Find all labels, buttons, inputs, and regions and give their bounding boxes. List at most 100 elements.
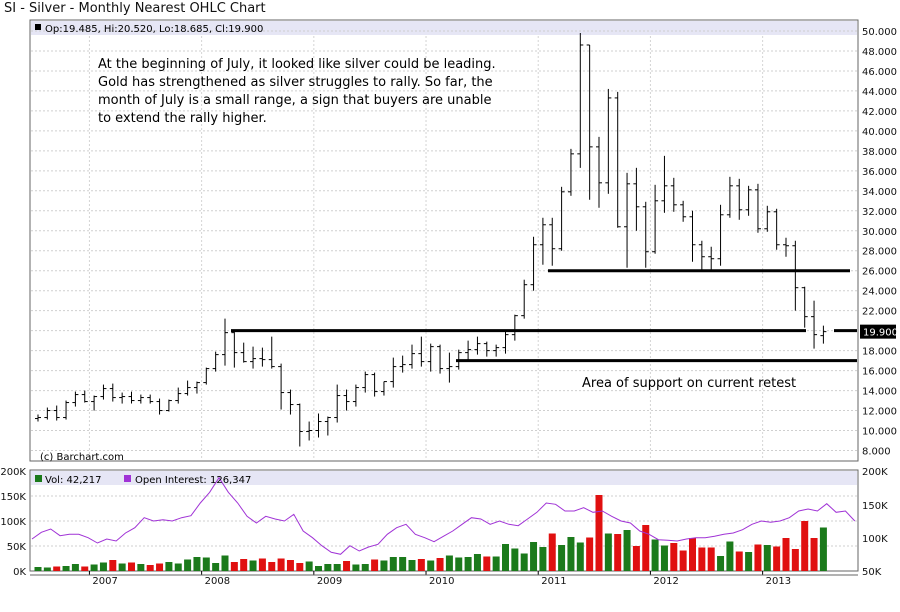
ohlc-bar: [493, 344, 500, 357]
ohlc-bar: [521, 279, 528, 319]
ohlc-bar: [324, 416, 331, 436]
volume-bar: [604, 533, 612, 571]
y-tick-label: 30.000: [862, 227, 897, 238]
volume-bar: [118, 563, 126, 571]
ohlc-bar: [736, 178, 743, 220]
ohlc-bar: [334, 384, 341, 423]
x-tick-label: 2007: [92, 576, 117, 587]
oi-tick-label: 200K: [862, 467, 888, 478]
ohlc-bar: [661, 155, 668, 213]
volume-bar: [249, 560, 257, 571]
volume-bar: [698, 547, 706, 571]
volume-axis: 0K 50K 100K 150K 200K 50K 100K 150K 200K: [0, 467, 888, 578]
ohlc-bar: [399, 355, 406, 373]
y-tick-label: 10.000: [862, 427, 897, 438]
x-tick-label: 2008: [205, 576, 230, 587]
volume-bar: [333, 564, 341, 571]
volume-bar: [670, 543, 678, 571]
ohlc-bar: [567, 148, 574, 196]
price-info: Op:19.485, Hi:20.520, Lo:18.685, Cl:19.9…: [45, 24, 263, 35]
ohlc-bar: [614, 91, 621, 228]
support-note: Area of support on current retest: [582, 376, 796, 391]
support-lines: [231, 269, 857, 363]
ohlc-bar: [53, 405, 60, 421]
volume-bar: [417, 559, 425, 571]
volume-bar: [137, 564, 145, 571]
volume-bar: [268, 562, 276, 571]
volume-bar: [81, 566, 89, 571]
y-tick-label: 26.000: [862, 267, 897, 278]
volume-bar: [109, 560, 117, 571]
volume-bar: [230, 562, 238, 571]
oi-tick-label: 50K: [862, 567, 882, 578]
volume-bar: [71, 564, 79, 571]
ohlc-bar: [250, 346, 257, 369]
volume-bar: [810, 538, 818, 571]
volume-bar: [408, 560, 416, 571]
ohlc-bar: [446, 352, 453, 383]
ohlc-bar: [100, 384, 107, 400]
ohlc-bar: [558, 186, 565, 251]
volume-bar: [221, 555, 229, 571]
volume-bar: [277, 558, 285, 571]
volume-bar: [520, 553, 528, 571]
volume-tick-label: 0K: [13, 567, 26, 578]
ohlc-bar: [137, 394, 144, 404]
volume-bar: [399, 557, 407, 571]
ohlc-bar: [63, 400, 70, 420]
y-tick-label: 22.000: [862, 307, 897, 318]
ohlc-bar: [726, 176, 733, 218]
ohlc-bar: [680, 200, 687, 222]
y-tick-label: 12.000: [862, 407, 897, 418]
annotation-line: month of July is a small range, a sign t…: [98, 93, 491, 108]
volume-bar: [773, 546, 781, 571]
volume-bar: [286, 560, 294, 571]
volume-bar: [62, 566, 70, 571]
y-tick-label: 50.000: [862, 27, 897, 38]
annotation-line: to extend the rally higher.: [98, 111, 267, 126]
y-tick-label: 16.000: [862, 367, 897, 378]
volume-bar: [801, 521, 809, 571]
ohlc-bar: [278, 363, 285, 410]
volume-bar: [595, 495, 603, 571]
ohlc-bar: [287, 389, 294, 415]
ohlc-bar: [91, 395, 98, 411]
volume-bar: [193, 557, 201, 571]
ohlc-bar: [596, 136, 602, 208]
volume-bar: [184, 559, 192, 571]
y-tick-label: 34.000: [862, 187, 897, 198]
volume-bar: [352, 564, 360, 571]
volume-bar: [305, 561, 313, 571]
ohlc-bar: [549, 217, 556, 266]
volume-bar: [324, 564, 332, 571]
ohlc-bar: [240, 342, 247, 363]
volume-bar: [90, 564, 98, 571]
ohlc-bar: [745, 185, 752, 216]
volume-bar: [735, 551, 743, 571]
volume-bar: [782, 538, 790, 571]
ohlc-bar: [539, 217, 546, 265]
open-interest-line: [31, 476, 856, 555]
volume-bar: [343, 561, 351, 571]
volume-bar: [754, 544, 762, 571]
volume-bar: [679, 550, 687, 571]
ohlc-bar: [296, 403, 303, 447]
volume-bar: [99, 562, 107, 571]
ohlc-bar: [773, 208, 780, 250]
volume-bar: [689, 538, 696, 571]
volume-bar: [43, 567, 51, 571]
ohlc-bar: [352, 384, 359, 407]
volume-bar: [455, 557, 463, 571]
copyright: (c) Barchart.com: [40, 452, 124, 463]
oi-legend-label: Open Interest: 126,347: [135, 475, 251, 486]
ohlc-bar: [109, 383, 116, 402]
volume-bar: [576, 542, 584, 571]
y-tick-label: 36.000: [862, 167, 897, 178]
volume-bar: [361, 564, 369, 571]
ohlc-bar: [165, 399, 172, 412]
y-tick-label: 40.000: [862, 127, 897, 138]
volume-bar: [567, 537, 575, 571]
ohlc-bar: [35, 414, 41, 422]
volume-bar: [745, 552, 753, 571]
